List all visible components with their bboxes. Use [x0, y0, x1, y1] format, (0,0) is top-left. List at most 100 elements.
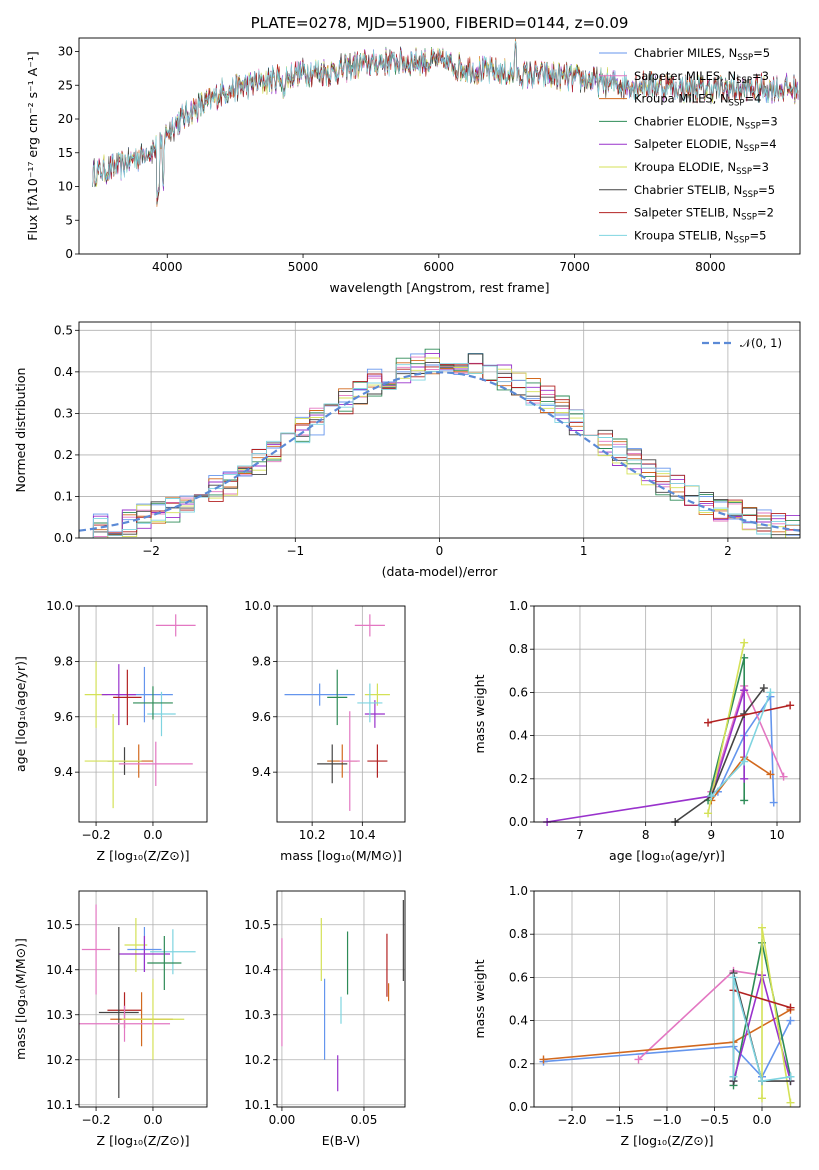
x-tick-label: 4000 [152, 260, 183, 274]
y-tick-label: 0.0 [54, 531, 73, 545]
weight-line-1 [543, 1020, 792, 1079]
y-tick-label: 0.0 [509, 1100, 528, 1114]
legend-entry: Kroupa ELODIE, NSSP=3 [634, 160, 769, 177]
weight-vs-Z-panel: −2.0 −1.5 −1.0 −0.5 0.0 0.0 0.2 0.4 0.6 0.8 1.0 Z [… [472, 884, 801, 1148]
x-tick-label: 0.0 [143, 1113, 162, 1127]
legend-name: Kroupa STELIB, N [634, 228, 734, 242]
weight-point [740, 686, 749, 695]
x-tick-label: 10.4 [349, 828, 376, 842]
y-tick-label: 10.0 [244, 599, 271, 613]
legend-value: =5 [749, 228, 766, 242]
y-tick-label: 9.8 [252, 654, 271, 668]
y-tick-label: 0.4 [54, 365, 73, 379]
weight-point [729, 1072, 738, 1081]
legend-subscript: SSP [742, 190, 758, 200]
legend-subscript: SSP [736, 76, 752, 86]
y-tick-label: 10.3 [244, 1008, 271, 1022]
legend-entry: 𝒩(0, 1) [740, 336, 782, 350]
x-axis-label: wavelength [Angstrom, rest frame] [329, 280, 549, 295]
legend-entry: Chabrier STELIB, NSSP=5 [634, 183, 775, 200]
weight-point [786, 1072, 795, 1081]
weight-point [786, 701, 795, 710]
x-tick-label: −1.5 [605, 1113, 634, 1127]
x-tick-label: 5000 [288, 260, 319, 274]
weight-point [779, 772, 788, 781]
legend-name: Kroupa ELODIE, N [634, 160, 736, 174]
y-tick-label: 0.6 [509, 970, 528, 984]
legend-value: =3 [752, 160, 769, 174]
x-tick-label: −0.5 [700, 1113, 729, 1127]
weight-point [766, 688, 775, 697]
weight-line-9 [732, 977, 791, 1082]
y-axis-label: mass weight [472, 959, 487, 1038]
y-tick-label: 1.0 [509, 884, 528, 898]
legend-entry: Salpeter ELODIE, NSSP=4 [634, 137, 777, 154]
legend-name: Salpeter ELODIE, N [634, 137, 744, 151]
legend-name: Salpeter STELIB, N [634, 206, 741, 220]
legend-subscript: SSP [741, 213, 757, 223]
legend-name: Chabrier ELODIE, N [634, 114, 745, 128]
x-tick-label: 7000 [559, 260, 590, 274]
y-tick-label: 0.6 [509, 685, 528, 699]
legend-value: =2 [757, 206, 774, 220]
x-tick-label: 7 [576, 828, 584, 842]
y-tick-label: 0.2 [54, 448, 73, 462]
y-tick-label: 0.4 [509, 1014, 528, 1028]
y-axis-label: mass [log₁₀(M/M⊙)] [13, 938, 28, 1060]
y-tick-label: 0.2 [509, 772, 528, 786]
weight-point [704, 718, 713, 727]
x-axis-label: (data-model)/error [382, 564, 499, 579]
weight-line-6 [707, 642, 745, 814]
weight-point [786, 1098, 795, 1107]
x-tick-label: 10.2 [299, 828, 326, 842]
x-axis-label: E(B-V) [322, 1133, 361, 1148]
weight-line-6 [761, 927, 792, 1103]
y-tick-label: 0.2 [509, 1057, 528, 1071]
weight-point [634, 1055, 643, 1064]
y-tick-label: 9.4 [252, 765, 271, 779]
x-axis-label: Z [log₁₀(Z/Z⊙)] [97, 848, 190, 863]
legend-name: Kroupa MILES, N [634, 92, 729, 106]
legend-subscript: SSP [744, 144, 760, 154]
y-tick-label: 10.4 [46, 963, 73, 977]
weight-point [704, 809, 713, 818]
axes-frame [276, 890, 406, 1108]
y-tick-label: 5 [65, 213, 73, 227]
weight-point [758, 1077, 766, 1086]
legend-subscript: SSP [729, 99, 745, 109]
legend-name: Chabrier MILES, N [634, 46, 737, 60]
weight-point [740, 774, 749, 783]
mass-vs-Z-panel: −0.2 0.0 10.1 10.2 10.3 10.4 10.5 Z [log₁₀(Z/Z⊙… [13, 890, 208, 1148]
weight-point [729, 973, 738, 982]
legend-entry: Chabrier MILES, NSSP=5 [634, 46, 770, 63]
x-tick-label: 0.05 [351, 1113, 378, 1127]
y-tick-label: 10.5 [244, 918, 271, 932]
x-axis-label: age [log₁₀(age/yr)] [609, 848, 725, 863]
axes-frame [533, 605, 801, 823]
x-tick-label: 10 [769, 828, 784, 842]
x-tick-label: 6000 [424, 260, 455, 274]
y-tick-label: 0.3 [54, 406, 73, 420]
y-tick-label: 10.2 [244, 1053, 271, 1067]
legend-name: Chabrier STELIB, N [634, 183, 742, 197]
x-axis-label: Z [log₁₀(Z/Z⊙)] [97, 1133, 190, 1148]
x-tick-label: 0 [436, 544, 444, 558]
chart-title: PLATE=0278, MJD=51900, FIBERID=0144, z=0… [251, 14, 629, 32]
x-tick-label: 0.0 [143, 828, 162, 842]
legend-entry: Kroupa STELIB, NSSP=5 [634, 228, 766, 245]
x-tick-label: −0.2 [81, 1113, 110, 1127]
legend-value: =3 [761, 114, 778, 128]
weight-point [786, 1003, 795, 1012]
y-tick-label: 10.0 [46, 599, 73, 613]
y-tick-label: 20 [58, 112, 73, 126]
legend-name: Salpeter MILES, N [634, 69, 736, 83]
x-tick-label: −0.2 [81, 828, 110, 842]
x-tick-label: 0.00 [269, 1113, 296, 1127]
x-axis-label: mass [log₁₀(M/M⊙)] [280, 848, 402, 863]
y-tick-label: 0.0 [509, 815, 528, 829]
legend-value: =5 [758, 183, 775, 197]
spectrum-panel: 4000 5000 6000 7000 8000 0 5 10 15 20 25 30 Chabrier… [25, 14, 801, 295]
x-tick-label: −2.0 [557, 1113, 586, 1127]
weight-point [786, 1016, 795, 1025]
